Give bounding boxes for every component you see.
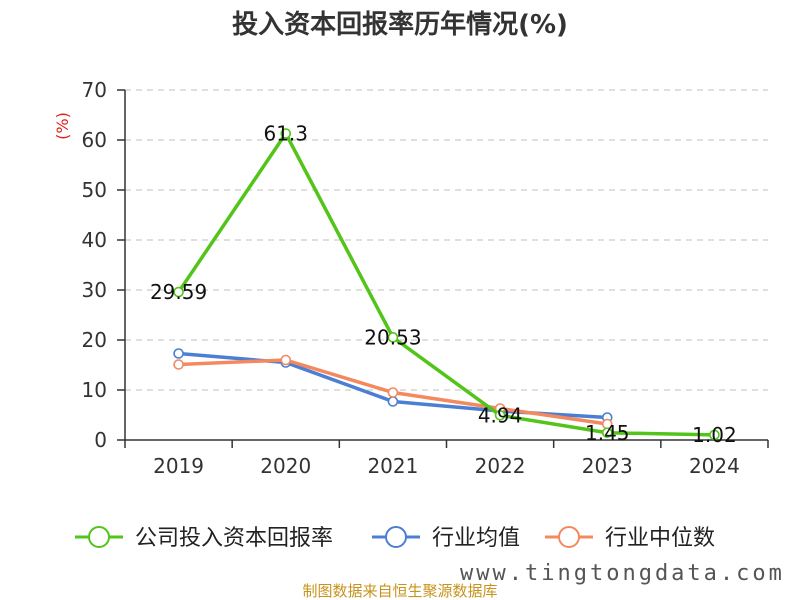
y-tick-label: 40	[82, 228, 107, 252]
data-point	[387, 387, 399, 398]
watermark-text: www.tingtongdata.com	[460, 561, 785, 586]
legend-swatch-marker	[88, 526, 110, 548]
y-tick-label: 70	[82, 78, 107, 102]
y-tick-label: 10	[82, 378, 107, 402]
data-label: 1.02	[692, 423, 737, 447]
x-tick-label: 2024	[689, 454, 740, 478]
axes: 0 10 20 30 40 50 60 70 2019 2020 2021 2022 2023 2024	[82, 78, 769, 478]
legend-swatch-marker	[558, 526, 580, 548]
data-label: 4.94	[478, 403, 523, 427]
y-tick-label: 50	[82, 178, 107, 202]
legend-label: 行业中位数	[605, 526, 715, 551]
data-label: 20.53	[364, 325, 421, 349]
data-point	[280, 128, 292, 139]
data-label: 1.45	[585, 421, 630, 445]
legend-label: 行业均值	[432, 526, 520, 551]
data-point	[173, 286, 184, 298]
y-tick-label: 20	[82, 328, 107, 352]
data-point	[601, 427, 613, 439]
data-label: 29.59	[150, 280, 207, 304]
source-note: 制图数据来自恒生聚源数据库	[302, 582, 497, 600]
x-tick-label: 2021	[367, 454, 418, 478]
x-tick-label: 2023	[582, 454, 633, 478]
legend-label: 公司投入资本回报率	[135, 526, 333, 551]
y-axis-unit: (%)	[53, 112, 72, 140]
data-point	[280, 354, 292, 366]
chart-title: 投入资本回报率历年情况(%)	[232, 9, 568, 40]
series-line	[177, 131, 715, 437]
x-tick-label: 2019	[153, 454, 204, 478]
data-point	[173, 348, 184, 359]
data-label: 61.3	[263, 122, 308, 146]
data-point	[709, 429, 720, 441]
legend: 公司投入资本回报率 行业均值 行业中位数	[75, 526, 715, 551]
x-tick-label: 2020	[260, 454, 311, 478]
legend-swatch-marker	[385, 526, 407, 548]
data-point	[173, 359, 184, 370]
data-point	[387, 332, 399, 343]
y-tick-label: 30	[82, 278, 107, 302]
x-tick-label: 2022	[475, 454, 526, 478]
data-point	[387, 396, 399, 407]
y-tick-label: 60	[82, 128, 107, 152]
grid	[125, 89, 768, 391]
y-tick-label: 0	[94, 428, 107, 452]
data-point	[494, 409, 506, 421]
series-group	[173, 128, 720, 441]
data-labels: 29.59 61.3 20.53 4.94 1.45 1.02	[150, 122, 737, 447]
